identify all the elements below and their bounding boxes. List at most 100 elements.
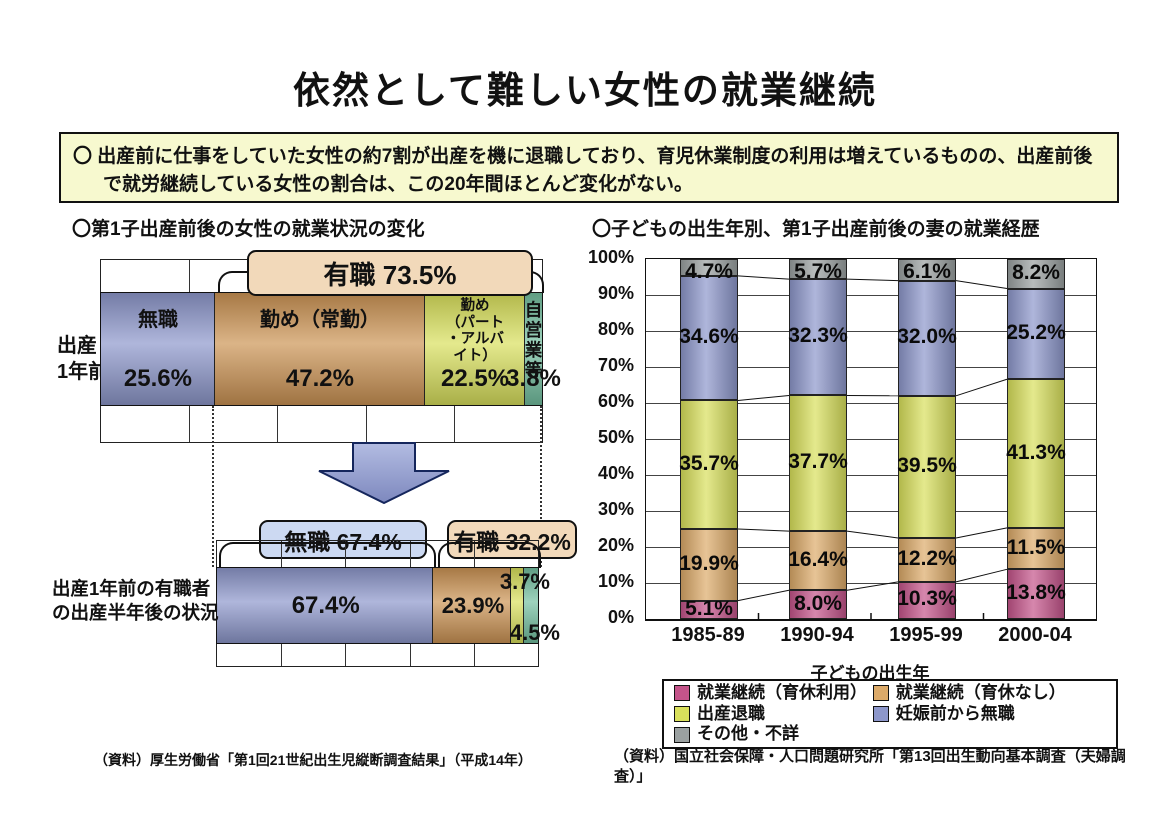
left-source: （資料）厚生労働省「第1回21世紀出生児縦断調査結果」（平成14年） xyxy=(94,752,532,768)
bar-segment xyxy=(898,581,956,619)
y-axis-tick-label: 10% xyxy=(597,571,634,591)
grid-line xyxy=(646,475,1096,476)
page-title: 依然として難しい女性の就業継続 xyxy=(293,70,877,111)
legend-label: 就業継続（育休なし） xyxy=(895,682,1066,702)
segment-value: 12.2% xyxy=(897,546,957,570)
segment-value: 32.0% xyxy=(897,325,957,349)
y-axis-tick-label: 40% xyxy=(597,463,634,483)
legend-label: 就業継続（育休利用） xyxy=(697,682,867,702)
segment-name: 勤め（常勤） xyxy=(259,309,380,331)
legend-color-chip xyxy=(872,685,889,702)
right-chart-title: 〇子どもの出生年別、第1子出産前後の妻の就業経歴 xyxy=(592,219,1040,240)
left-top-bar: 無職 25.6% 勤め（常勤） 47.2% 勤め （パート ・アルバイト） 22.5% 自営… xyxy=(100,292,561,406)
segment-value: 3.8% xyxy=(506,365,561,392)
left-bottom-bar: 67.4% 23.9% 3.7% 4.5% xyxy=(216,567,560,645)
bar-segment xyxy=(423,293,525,405)
bar-segment xyxy=(680,600,738,619)
segment-value: 67.4% xyxy=(291,591,360,619)
stacked-bar-plot: 5.1% 19.9% 35.7% 34.6% 4.7% 8.0% 16.4% 37.7% 32.… xyxy=(645,258,1097,621)
legend-color-chip xyxy=(872,706,889,722)
segment-value: 3.7% xyxy=(499,569,550,594)
bar-segment xyxy=(1007,569,1065,619)
segment-value: 10.3% xyxy=(897,587,957,611)
bar-segment xyxy=(898,259,956,281)
left-chart-title: 〇第1子出産前後の女性の就業状況の変化 xyxy=(72,219,425,240)
legend-label: 出産退職 xyxy=(697,703,765,723)
bar-segment xyxy=(680,400,738,529)
segment-value: 19.9% xyxy=(679,551,739,575)
segment-name: 勤め （パート ・アルバイト） xyxy=(446,298,505,365)
legend-item: その他・不詳 xyxy=(674,725,873,744)
segment-value: 35.7% xyxy=(679,451,739,475)
bar-segment xyxy=(217,568,433,643)
segment-value: 25.2% xyxy=(1006,320,1066,344)
legend-color-chip xyxy=(674,706,690,722)
employed2-bracket-label: 有職 32.2% xyxy=(447,520,577,559)
segment-value: 13.8% xyxy=(1006,581,1066,605)
bar-segment xyxy=(789,395,847,532)
segment-name: 無職 xyxy=(137,309,178,331)
bar-segment xyxy=(789,590,847,619)
y-axis-tick-label: 90% xyxy=(597,283,634,303)
segment-value: 5.1% xyxy=(685,596,733,620)
legend-item: 就業継続（育休利用） xyxy=(674,682,873,703)
grid-line xyxy=(646,331,1096,332)
y-axis-tick-label: 60% xyxy=(597,391,634,411)
segment-value: 41.3% xyxy=(1006,440,1066,464)
legend-item: 妊娠前から無職 xyxy=(872,704,1106,724)
grid-line xyxy=(646,295,1096,296)
x-axis-tick-label: 1985-89 xyxy=(671,624,745,646)
bar-segment xyxy=(214,293,424,405)
y-axis-tick-label: 80% xyxy=(597,319,634,339)
segment-value: 23.9% xyxy=(441,592,505,618)
segment-value: 6.1% xyxy=(903,260,951,283)
segment-value: 8.2% xyxy=(1012,260,1060,284)
bar-segment xyxy=(898,280,956,396)
summary-text: 〇 出産前に仕事をしていた女性の約7割が出産を機に退職しており、育児休業制度の利… xyxy=(73,146,1093,195)
grid-line xyxy=(646,547,1096,548)
bar-segment xyxy=(432,568,510,643)
employed2-bracket xyxy=(438,542,541,568)
segment-value: 8.0% xyxy=(794,591,842,615)
grid-line xyxy=(646,403,1096,404)
left-bottom-row-label: 出産1年前の有職者 の出産半年後の状況 xyxy=(52,578,219,624)
x-axis-title: 子どもの出生年 xyxy=(810,664,930,683)
bar-segment xyxy=(680,275,738,401)
legend-item: 就業継続（育休なし） xyxy=(872,682,1106,703)
segment-value: 16.4% xyxy=(788,547,848,571)
employed-bracket-label: 有職 73.5% xyxy=(247,250,533,296)
bar-segment xyxy=(509,568,523,643)
segment-value: 22.5% xyxy=(440,365,510,392)
summary-box: 〇 出産前に仕事をしていた女性の約7割が出産を機に退職しており、育児休業制度の利… xyxy=(59,132,1119,203)
y-axis-tick-label: 0% xyxy=(607,607,634,627)
bar-segment xyxy=(898,395,956,538)
segment-value: 4.5% xyxy=(509,620,560,645)
segment-value: 32.3% xyxy=(788,324,848,348)
bar-segment xyxy=(898,538,956,582)
x-axis-tick-label: 1990-94 xyxy=(780,624,854,646)
grid-line xyxy=(646,439,1096,440)
bar-segment xyxy=(789,259,847,280)
jobless-bracket xyxy=(219,542,436,568)
bar-segment xyxy=(789,279,847,396)
x-axis-tick-label: 1995-99 xyxy=(889,624,963,646)
bar-segment xyxy=(522,568,538,643)
bar-segment xyxy=(1007,288,1065,380)
x-axis-tick-label: 2000-04 xyxy=(998,624,1072,646)
guide-line-right xyxy=(540,406,542,567)
segment-value: 47.2% xyxy=(285,365,354,392)
y-axis-tick-label: 30% xyxy=(597,499,634,519)
bar-segment xyxy=(680,259,738,276)
bar-segment xyxy=(789,531,847,591)
grid-line xyxy=(646,511,1096,512)
legend-color-chip xyxy=(674,685,690,702)
y-axis-tick-label: 50% xyxy=(597,427,634,447)
segment-value: 34.6% xyxy=(679,325,739,349)
y-axis-tick-label: 20% xyxy=(597,535,634,555)
legend-color-chip xyxy=(674,726,690,743)
left-top-row-label: 出産 1年前 xyxy=(57,335,109,383)
segment-value: 5.7% xyxy=(794,260,842,283)
right-source: （資料）国立社会保障・人口問題研究所「第13回出生動向基本調査（夫婦調査）」 xyxy=(614,748,1126,786)
legend-item: 出産退職 xyxy=(674,703,873,724)
